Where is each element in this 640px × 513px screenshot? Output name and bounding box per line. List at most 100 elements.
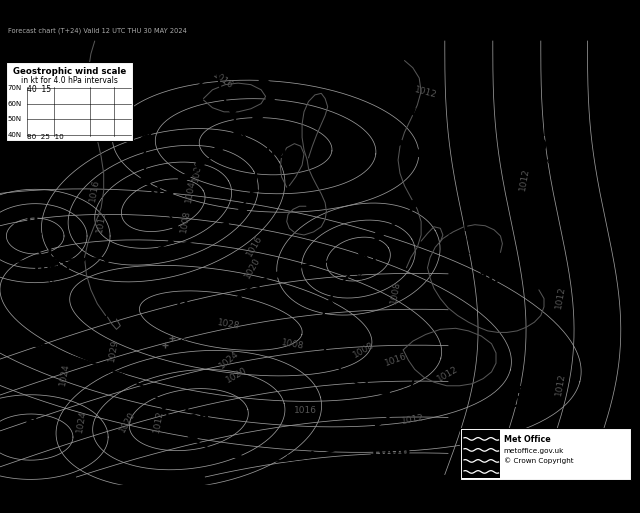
Polygon shape: [391, 137, 404, 145]
Text: 60N: 60N: [8, 101, 22, 107]
Polygon shape: [236, 295, 242, 301]
Polygon shape: [388, 95, 395, 102]
Polygon shape: [153, 250, 161, 256]
Text: 40  15: 40 15: [27, 85, 51, 94]
Polygon shape: [322, 70, 330, 75]
Text: 1012: 1012: [554, 286, 566, 309]
Text: 40N: 40N: [8, 132, 22, 138]
Polygon shape: [138, 156, 145, 163]
Polygon shape: [229, 109, 237, 115]
Text: 1024: 1024: [58, 363, 70, 386]
Text: ×: ×: [185, 432, 193, 442]
Polygon shape: [215, 143, 227, 153]
Text: 1012: 1012: [413, 85, 438, 100]
Text: 1008: 1008: [351, 340, 376, 360]
Text: 1000: 1000: [191, 158, 204, 183]
Polygon shape: [141, 174, 150, 184]
Polygon shape: [259, 76, 271, 86]
Text: in kt for 4.0 hPa intervals: in kt for 4.0 hPa intervals: [21, 76, 118, 85]
Bar: [0, 0, 640, 38]
Polygon shape: [358, 247, 370, 257]
Text: L: L: [155, 186, 165, 201]
Polygon shape: [77, 259, 85, 264]
Polygon shape: [99, 365, 112, 373]
Text: L: L: [462, 219, 472, 234]
Polygon shape: [259, 456, 268, 461]
Polygon shape: [166, 103, 177, 112]
Polygon shape: [237, 66, 251, 74]
Polygon shape: [39, 255, 49, 265]
Polygon shape: [374, 230, 386, 241]
Text: 1025: 1025: [10, 429, 52, 445]
Text: 1012: 1012: [518, 168, 531, 191]
Polygon shape: [168, 239, 174, 244]
Text: ×: ×: [355, 272, 362, 282]
Text: 1012: 1012: [554, 373, 566, 397]
Text: 1000: 1000: [244, 146, 287, 162]
Text: 1008: 1008: [281, 338, 305, 351]
Text: 995: 995: [144, 200, 176, 215]
Text: 1012: 1012: [500, 395, 543, 410]
Text: ×: ×: [27, 447, 35, 458]
Text: ×: ×: [518, 413, 525, 423]
Polygon shape: [177, 244, 185, 249]
Polygon shape: [185, 91, 193, 96]
Text: 1008: 1008: [478, 272, 520, 287]
Polygon shape: [338, 283, 345, 288]
Bar: [6, 62, 133, 141]
Polygon shape: [310, 451, 318, 457]
Polygon shape: [252, 282, 259, 287]
Text: 1018: 1018: [11, 223, 53, 239]
Text: Met Office: Met Office: [504, 435, 550, 444]
Polygon shape: [161, 404, 168, 410]
Polygon shape: [422, 183, 431, 194]
Polygon shape: [275, 59, 283, 65]
Polygon shape: [166, 210, 172, 214]
Polygon shape: [251, 56, 259, 62]
Text: 1020: 1020: [243, 255, 262, 280]
Polygon shape: [162, 192, 173, 202]
Polygon shape: [198, 74, 209, 83]
Polygon shape: [412, 147, 424, 156]
Text: metoffice.gov.uk
© Crown Copyright: metoffice.gov.uk © Crown Copyright: [504, 448, 573, 464]
Text: L: L: [46, 247, 56, 263]
Text: 1016: 1016: [294, 406, 317, 415]
Polygon shape: [392, 215, 403, 225]
Polygon shape: [409, 200, 420, 210]
Polygon shape: [425, 163, 435, 174]
Polygon shape: [329, 356, 337, 362]
Polygon shape: [221, 90, 228, 96]
Polygon shape: [285, 455, 293, 461]
Text: L: L: [353, 240, 364, 255]
Text: ×: ×: [179, 333, 186, 344]
Polygon shape: [345, 77, 352, 83]
Polygon shape: [51, 260, 60, 265]
Bar: [460, 428, 631, 480]
Polygon shape: [318, 262, 326, 267]
Text: ×: ×: [47, 280, 55, 290]
Polygon shape: [326, 300, 334, 306]
Polygon shape: [140, 135, 149, 146]
Text: 1024: 1024: [76, 410, 88, 433]
Polygon shape: [342, 261, 350, 265]
Text: Geostrophic wind scale: Geostrophic wind scale: [13, 67, 126, 76]
Polygon shape: [273, 272, 279, 278]
Polygon shape: [367, 86, 374, 92]
Polygon shape: [220, 310, 227, 315]
Polygon shape: [179, 175, 190, 185]
Polygon shape: [299, 64, 307, 69]
Text: 1003: 1003: [446, 233, 488, 249]
Polygon shape: [200, 233, 207, 240]
Polygon shape: [211, 446, 218, 452]
Text: 1028: 1028: [217, 318, 241, 331]
Text: ×: ×: [543, 156, 551, 167]
Polygon shape: [239, 205, 246, 211]
Text: H: H: [493, 258, 506, 273]
Text: 1004: 1004: [184, 179, 197, 203]
Polygon shape: [406, 392, 414, 398]
Text: 1006: 1006: [368, 444, 410, 459]
Text: 1008: 1008: [389, 280, 402, 305]
Polygon shape: [216, 69, 223, 76]
Text: H: H: [515, 381, 528, 396]
Text: 1008: 1008: [168, 414, 210, 429]
